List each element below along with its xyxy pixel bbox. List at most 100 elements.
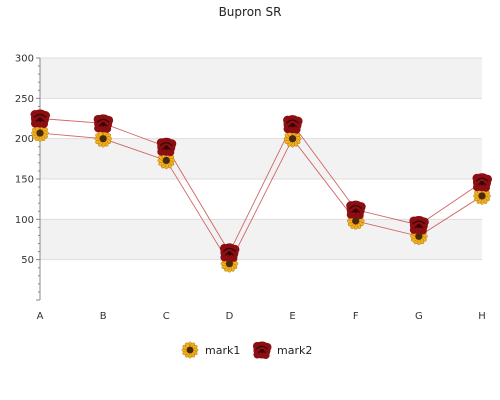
series-line-mark1 xyxy=(39,132,483,265)
data-point-mark2 xyxy=(93,114,114,133)
rose-petal xyxy=(31,119,39,128)
rose-icon xyxy=(252,341,272,360)
rose-petal xyxy=(30,110,40,119)
sunflower-center xyxy=(186,346,194,354)
y-tick-label: 50 xyxy=(21,255,34,266)
rose-center xyxy=(416,223,422,229)
sunflower-icon xyxy=(181,341,199,359)
rose-center xyxy=(290,122,295,128)
sunflower-center xyxy=(36,129,44,137)
rose-center xyxy=(37,117,43,122)
legend-label: mark1 xyxy=(205,344,240,357)
rose-petal xyxy=(292,125,301,134)
rose-petal xyxy=(409,225,418,234)
rose-swirl xyxy=(255,345,269,350)
chart-title: Bupron SR xyxy=(219,5,282,19)
rose-petal xyxy=(482,183,490,192)
rose-center xyxy=(164,145,169,150)
rose-petal xyxy=(94,124,103,133)
sunflower-center xyxy=(415,232,423,240)
rose-center xyxy=(479,181,485,186)
rose-petal xyxy=(253,350,262,359)
rose-center xyxy=(259,348,265,354)
y-tick-label: 100 xyxy=(15,215,34,226)
rose-petal xyxy=(219,243,229,253)
rose-petal xyxy=(229,253,238,262)
series-lines xyxy=(39,118,483,265)
rose-swirl xyxy=(96,118,110,123)
x-tick-label: H xyxy=(478,311,486,322)
rose-petal xyxy=(262,342,272,352)
sunflower-center xyxy=(288,135,297,143)
x-tick-label: C xyxy=(163,311,170,322)
y-tick-label: 300 xyxy=(15,54,34,65)
grid-lines xyxy=(40,57,482,261)
rose-petal xyxy=(262,351,270,360)
rose-petal xyxy=(167,139,177,149)
sunflower-center xyxy=(478,192,486,200)
y-tick-label: 150 xyxy=(15,175,34,186)
legend: mark1 mark2 xyxy=(181,341,312,360)
rose-center xyxy=(100,122,106,127)
rose-petal xyxy=(419,217,429,227)
rose-petal xyxy=(41,111,50,120)
rose-petal xyxy=(220,253,229,262)
rose-petal xyxy=(283,125,292,134)
rose-petal xyxy=(40,120,48,128)
sunflower-center xyxy=(225,260,234,268)
rose-petal xyxy=(93,114,103,124)
series-line-mark2 xyxy=(39,118,483,254)
rose-petal xyxy=(156,138,166,148)
rose-swirl xyxy=(475,177,489,182)
rose-swirl xyxy=(286,119,299,124)
rose-swirl xyxy=(159,142,173,147)
x-tick-label: D xyxy=(226,311,234,322)
rose-swirl xyxy=(412,220,426,225)
rose-swirl xyxy=(349,205,363,210)
data-point-mark2 xyxy=(283,115,303,134)
grid-band xyxy=(40,219,482,260)
rose-center xyxy=(353,208,358,213)
y-tick-label: 250 xyxy=(15,94,34,105)
x-tick-label: F xyxy=(353,311,359,322)
rose-petal xyxy=(230,244,240,254)
rose-center xyxy=(227,251,232,256)
x-tick-label: B xyxy=(100,311,107,322)
rose-petal xyxy=(103,124,112,133)
x-tick-label: A xyxy=(37,311,44,322)
rose-petal xyxy=(293,116,303,126)
rose-petal xyxy=(472,173,482,183)
grid-band xyxy=(40,138,482,179)
data-point-mark2 xyxy=(219,243,240,262)
y-tick-label: 200 xyxy=(15,134,34,145)
sunflower-center xyxy=(99,135,107,143)
rose-petal xyxy=(346,201,356,211)
x-tick-label: E xyxy=(289,311,295,322)
x-tick-label: G xyxy=(415,311,423,322)
rose-petal xyxy=(157,147,166,156)
rose-petal xyxy=(166,148,175,157)
rose-petal xyxy=(355,211,364,220)
sunflower-center xyxy=(162,156,170,165)
data-point-mark2 xyxy=(30,109,50,128)
legend-label: mark2 xyxy=(277,344,312,357)
data-point-mark2 xyxy=(472,173,492,192)
rose-petal xyxy=(104,115,114,125)
rose-swirl xyxy=(33,113,47,118)
rose-petal xyxy=(356,202,366,212)
rose-petal xyxy=(252,341,262,351)
axes: 50 100 150 200 250 300 A B C D E F G H xyxy=(15,54,486,323)
data-point-mark2 xyxy=(409,215,429,235)
rose-swirl xyxy=(223,247,236,252)
rose-petal xyxy=(283,115,293,125)
rose-petal xyxy=(473,183,481,192)
sunflower-center xyxy=(352,217,360,225)
series-markers xyxy=(30,109,492,273)
rose-petal xyxy=(418,226,427,235)
rose-petal xyxy=(483,174,492,184)
rose-petal xyxy=(409,216,419,226)
grid-band xyxy=(40,58,482,99)
data-point-mark2 xyxy=(156,137,177,157)
